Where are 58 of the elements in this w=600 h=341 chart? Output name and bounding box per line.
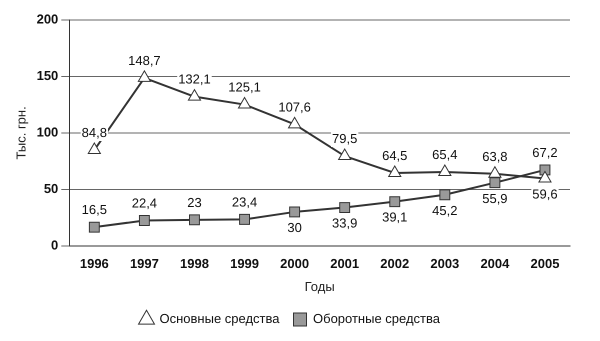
x-tick-label: 2005 <box>530 256 560 272</box>
point <box>189 214 200 226</box>
point <box>388 165 402 177</box>
point <box>338 148 352 160</box>
x-tick-label: 1998 <box>180 256 209 272</box>
data-label: 55,9 <box>482 190 508 206</box>
data-label: 125,1 <box>228 80 261 95</box>
point <box>88 222 100 233</box>
data-label: 64,5 <box>382 148 408 164</box>
x-axis-title: Годы <box>304 278 335 294</box>
point <box>339 202 350 213</box>
point <box>238 97 252 109</box>
point <box>438 164 452 176</box>
point <box>239 214 250 225</box>
y-axis-title: Тыс. грн. <box>13 106 28 160</box>
data-label: 67,2 <box>532 145 558 160</box>
legend-label: Оборотные средства <box>313 311 441 326</box>
data-label: 79,5 <box>332 131 358 146</box>
y-tick-label: 50 <box>44 180 58 196</box>
point <box>389 196 400 208</box>
point <box>188 89 202 101</box>
data-label: 33,9 <box>332 216 358 231</box>
point <box>289 206 300 218</box>
x-tick-label: 2001 <box>330 256 360 272</box>
data-label: 84,8 <box>82 125 107 140</box>
point <box>538 171 552 183</box>
point <box>489 177 500 188</box>
data-label: 132,1 <box>178 72 211 87</box>
point <box>488 166 502 178</box>
data-label: 148,7 <box>128 52 161 68</box>
x-tick-label: 2002 <box>380 256 410 272</box>
data-label: 22,4 <box>132 196 158 211</box>
legend-label: Основные средства <box>160 311 280 326</box>
data-label: 63,8 <box>482 148 508 164</box>
data-label: 59,6 <box>532 186 558 202</box>
data-label: 107,6 <box>278 99 311 114</box>
data-label: 30 <box>287 220 302 236</box>
data-label: 39,1 <box>382 210 408 225</box>
x-tick-label: 2000 <box>280 256 310 272</box>
x-tick-label: 1999 <box>230 256 259 272</box>
point <box>138 70 151 82</box>
point <box>439 189 450 200</box>
x-tick-label: 1997 <box>130 256 159 272</box>
point <box>138 215 150 226</box>
data-label: 23 <box>187 194 202 210</box>
data-label: 16,5 <box>82 202 107 218</box>
x-tick-label: 2004 <box>480 256 510 272</box>
point <box>288 116 302 128</box>
y-tick-label: 100 <box>36 124 58 140</box>
y-tick-label: 0 <box>51 237 58 252</box>
y-tick-label: 200 <box>36 12 58 27</box>
point <box>88 142 101 154</box>
data-label: 45,2 <box>432 202 458 218</box>
data-label: 65,4 <box>432 147 458 162</box>
x-tick-label: 2003 <box>430 256 460 272</box>
y-tick-label: 150 <box>36 68 58 84</box>
x-tick-label: 1996 <box>80 256 109 272</box>
data-label: 23,4 <box>232 194 258 210</box>
